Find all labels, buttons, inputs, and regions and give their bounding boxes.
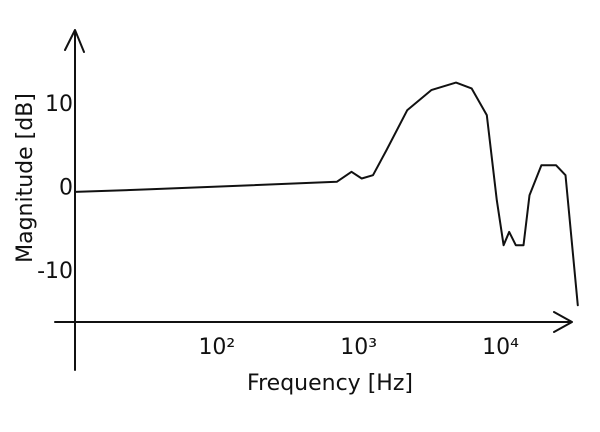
x-tick-label: 10³ xyxy=(340,335,377,360)
response-line xyxy=(74,81,579,307)
y-tick-label: 10 xyxy=(45,92,73,117)
y-tick-label: 0 xyxy=(59,176,73,201)
x-tick-label: 10² xyxy=(198,335,235,360)
y-tick-label: -10 xyxy=(37,259,73,284)
x-axis-label: Frequency [Hz] xyxy=(247,371,413,396)
y-axis xyxy=(64,29,85,371)
y-axis-label: Magnitude [dB] xyxy=(13,93,38,263)
x-tick-label: 10⁴ xyxy=(482,335,519,360)
x-axis xyxy=(54,311,573,333)
